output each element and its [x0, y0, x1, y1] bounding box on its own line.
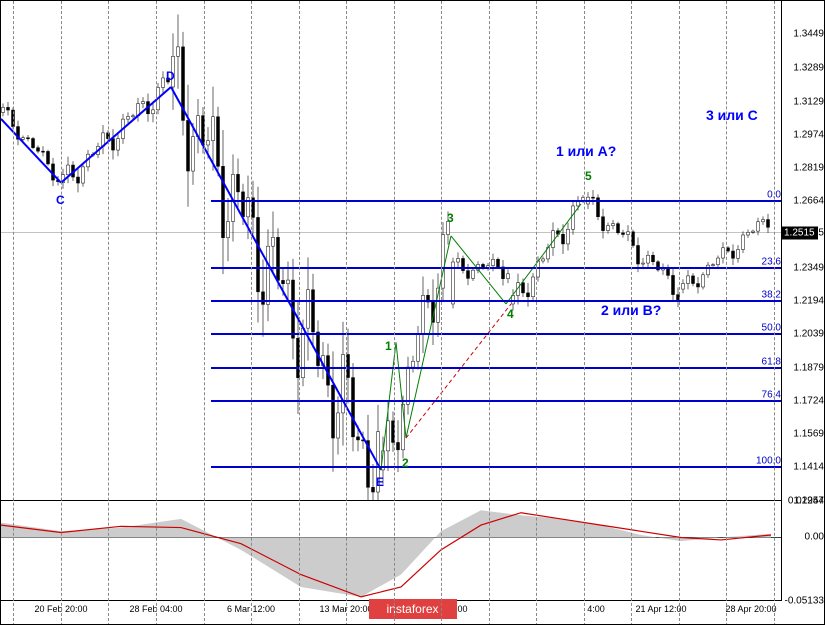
- price-tick-label: 1.1879: [793, 363, 824, 374]
- annotation-text: 2 или B?: [601, 302, 661, 318]
- elliott-wave-label-5: 5: [585, 169, 592, 183]
- elliott-wave-label-2: 2: [402, 456, 409, 470]
- oscillator-svg: [1, 501, 781, 601]
- price-tick-label: 1.3449: [793, 28, 824, 39]
- oscillator-tick-label: 0.00: [805, 532, 824, 543]
- fib-label-100.0: 100.0: [756, 455, 781, 466]
- price-tick-label: 1.1569: [793, 428, 824, 439]
- gridline-vertical: [108, 1, 109, 625]
- gridline-vertical: [13, 1, 14, 625]
- current-price-marker: 1.2515: [781, 226, 818, 239]
- gridline-vertical: [346, 1, 347, 625]
- gridline-vertical: [299, 1, 300, 625]
- time-tick-label: 4:00: [587, 604, 605, 614]
- elliott-wave-label-3: 3: [447, 211, 454, 225]
- price-tick-label: 1.3129: [793, 97, 824, 108]
- time-tick-label: 28 Apr 20:00: [725, 604, 776, 614]
- gridline-vertical: [774, 1, 775, 625]
- gridline-vertical: [726, 1, 727, 625]
- elliott-wave-label-4: 4: [507, 307, 514, 321]
- fib-label-38.2: 38.2: [762, 290, 781, 301]
- price-axis: 1.3449 1.3289 1.3129 1.2974 1.2819 1.2664 1.25…: [781, 1, 825, 501]
- gridline-vertical: [441, 1, 442, 625]
- oscillator-panel[interactable]: [1, 501, 781, 601]
- fib-label-0.0: 0.0: [767, 190, 781, 201]
- main-price-chart[interactable]: [1, 1, 781, 501]
- fib-label-76.4: 76.4: [762, 390, 781, 401]
- fib-label-50.0: 50.0: [762, 322, 781, 333]
- wave-label-c: C: [56, 193, 65, 207]
- price-tick-label: 1.2194: [793, 296, 824, 307]
- oscillator-tick-label: -0.05133: [785, 596, 824, 607]
- watermark: instaforex: [368, 599, 456, 619]
- price-tick-label: 1.1414: [793, 461, 824, 472]
- gridline-vertical: [679, 1, 680, 625]
- price-tick-label: 1.1724: [793, 396, 824, 407]
- price-tick-label: 1.2349: [793, 263, 824, 274]
- gridline-vertical: [156, 1, 157, 625]
- gridline-vertical: [251, 1, 252, 625]
- gridline-vertical: [204, 1, 205, 625]
- fib-label-61.8: 61.8: [762, 357, 781, 368]
- main-chart-svg: [1, 1, 781, 501]
- fib-label-23.6: 23.6: [762, 257, 781, 268]
- annotation-text: 3 или C: [706, 107, 758, 123]
- price-tick-label: 1.2974: [793, 130, 824, 141]
- gridline-vertical: [536, 1, 537, 625]
- gridline-vertical: [61, 1, 62, 625]
- oscillator-axis: 0.029470.00-0.05133: [781, 501, 825, 601]
- elliott-wave-label-1: 1: [385, 339, 392, 353]
- oscillator-tick-label: 0.02947: [788, 496, 824, 507]
- wave-label-e: E: [376, 475, 384, 489]
- gridline-vertical: [489, 1, 490, 625]
- price-tick-label: 1.2664: [793, 196, 824, 207]
- chart-container: 1.3449 1.3289 1.3129 1.2974 1.2819 1.2664 1.25…: [0, 0, 825, 625]
- price-tick-label: 1.3289: [793, 63, 824, 74]
- price-tick-label: 1.2039: [793, 328, 824, 339]
- gridline-vertical: [584, 1, 585, 625]
- price-tick-label: 1.2819: [793, 163, 824, 174]
- annotation-text: 1 или A?: [556, 143, 616, 159]
- wave-label-d: D: [166, 69, 175, 83]
- gridline-vertical: [394, 1, 395, 625]
